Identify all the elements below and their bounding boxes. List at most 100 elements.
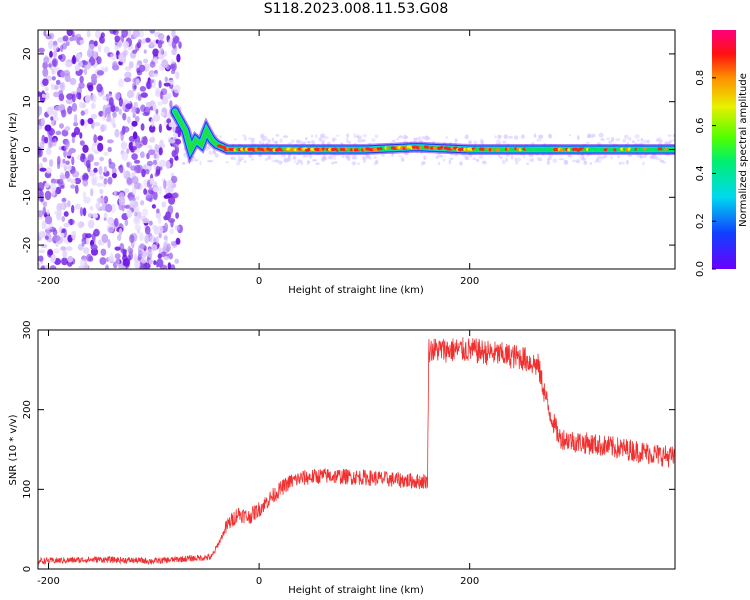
band-noise: [445, 136, 449, 139]
noise-blob: [149, 30, 155, 34]
noise-blob: [121, 125, 126, 135]
band-noise: [248, 137, 252, 140]
noise-blob: [78, 82, 85, 89]
noise-blob: [38, 47, 45, 53]
band-noise: [352, 156, 358, 160]
noise-blob: [44, 86, 49, 92]
band-noise: [306, 141, 311, 144]
band-noise: [258, 140, 262, 145]
band-noise: [239, 156, 245, 161]
noise-blob: [158, 80, 162, 89]
noise-blob: [98, 165, 103, 175]
noise-blob: [156, 151, 160, 162]
band-noise: [373, 156, 378, 159]
x-tick-label: -200: [37, 276, 60, 287]
band-noise: [398, 155, 403, 158]
noise-blob: [161, 201, 167, 208]
noise-blob: [99, 257, 107, 265]
noise-blob: [91, 175, 98, 184]
noise-blob: [113, 190, 117, 196]
noise-blob: [158, 159, 166, 168]
band-noise: [331, 161, 335, 165]
y-tick-label: -10: [22, 189, 33, 205]
band-noise: [356, 135, 359, 138]
noise-blob: [122, 102, 126, 111]
noise-blob: [168, 179, 173, 188]
band-noise: [586, 135, 590, 138]
band-noise: [435, 156, 439, 160]
noise-blob: [58, 54, 63, 60]
noise-blob: [90, 244, 98, 251]
noise-blob: [54, 258, 61, 265]
band-noise: [582, 156, 585, 160]
noise-blob: [170, 264, 176, 269]
noise-blob: [63, 165, 68, 172]
band-noise: [267, 155, 272, 160]
band-noise: [413, 137, 419, 141]
band-noise: [529, 158, 533, 162]
noise-blob: [138, 64, 146, 73]
spectrogram-ticks: -200 0 200 -20 -10 0 10 20: [22, 30, 675, 287]
noise-blob: [123, 77, 132, 83]
noise-blob: [63, 211, 69, 217]
noise-blob: [145, 101, 152, 107]
noise-blob: [60, 44, 64, 52]
noise-blob: [149, 178, 154, 185]
noise-blob: [164, 187, 170, 194]
band-noise: [331, 137, 337, 141]
noise-blob: [74, 177, 82, 185]
noise-blob: [105, 203, 113, 213]
noise-blob: [38, 210, 44, 218]
noise-blob: [114, 92, 121, 100]
noise-blob: [79, 39, 85, 45]
noise-blob: [120, 248, 128, 254]
noise-blob: [157, 40, 163, 49]
x-tick-label: 0: [256, 276, 262, 287]
noise-blob: [45, 215, 53, 225]
noise-blob: [171, 30, 176, 38]
band-noise: [536, 156, 543, 161]
noise-blob: [167, 205, 174, 215]
noise-blob: [44, 182, 50, 188]
band-noise: [533, 133, 537, 138]
noise-blob: [131, 146, 137, 151]
band-noise: [464, 155, 469, 161]
noise-blob: [119, 164, 124, 174]
figure-title: S118.2023.008.11.53.G08: [263, 1, 449, 17]
noise-blob: [117, 234, 122, 242]
noise-blob: [59, 82, 65, 90]
noise-blob: [132, 30, 140, 38]
noise-blob: [42, 206, 47, 216]
noise-blob: [74, 184, 79, 194]
snr-x-axis-label: Height of straight line (km): [288, 585, 424, 596]
snr-panel: -200 0 200 0 100 200 300 Height of straight li…: [8, 320, 676, 596]
noise-blob: [79, 101, 84, 109]
band-noise: [374, 134, 379, 139]
band-noise: [244, 160, 247, 164]
noise-blob: [46, 147, 52, 155]
band-noise: [181, 162, 186, 165]
noise-blob: [86, 237, 90, 245]
noise-blob: [58, 182, 65, 188]
noise-blob: [71, 170, 80, 178]
band-noise: [472, 157, 477, 161]
noise-blob: [154, 144, 159, 153]
band-noise: [496, 139, 501, 143]
noise-blob: [126, 209, 133, 219]
noise-blob: [38, 106, 43, 116]
noise-blob: [39, 249, 45, 254]
noise-blob: [157, 101, 163, 106]
noise-blob: [53, 50, 58, 58]
band-noise: [234, 138, 237, 141]
band-noise: [586, 141, 590, 144]
noise-blob: [118, 196, 126, 206]
noise-blob: [60, 246, 66, 251]
noise-blob: [49, 50, 53, 58]
ridge-spot: [463, 147, 467, 151]
noise-blob: [114, 44, 119, 51]
band-noise: [311, 134, 314, 138]
noise-blob: [164, 76, 168, 83]
colorbar-gradient: [712, 30, 736, 269]
noise-blob: [53, 248, 60, 254]
noise-blob: [43, 56, 50, 65]
